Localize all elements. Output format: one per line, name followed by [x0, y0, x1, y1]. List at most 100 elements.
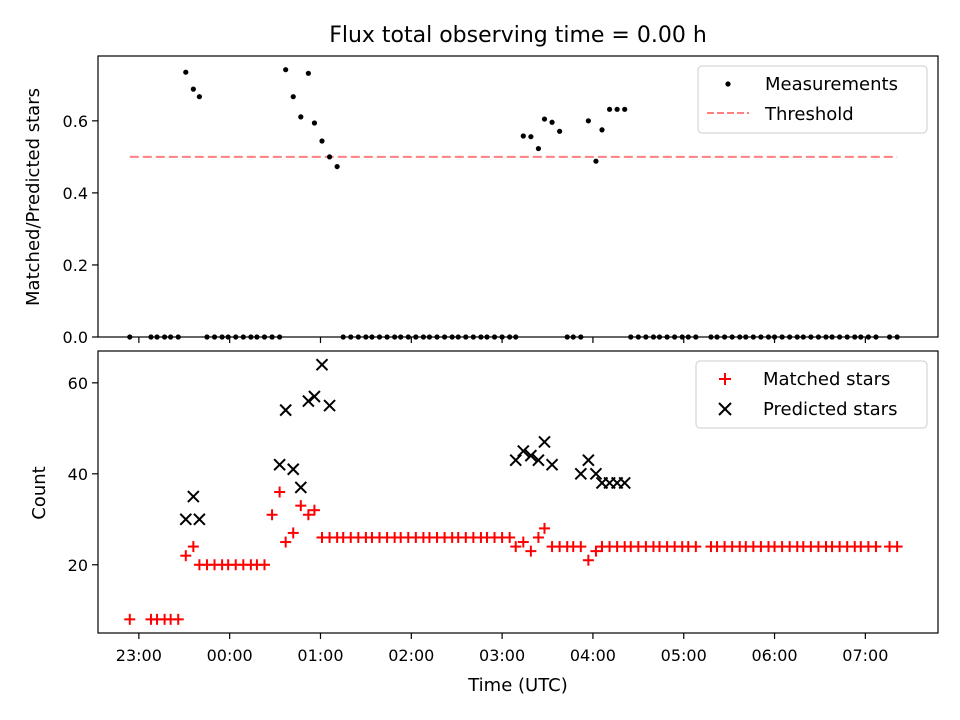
predicted-star-point [273, 458, 286, 471]
matched-star-point [124, 613, 136, 625]
measurement-point [541, 116, 548, 122]
legend-predicted-label: Predicted stars [763, 399, 897, 420]
legend-measurements-marker [725, 81, 731, 87]
matched-star-point [510, 541, 522, 553]
bottom-ylabel: Count [29, 466, 50, 519]
legend-matched-marker [719, 373, 731, 385]
top-ylabel: Matched/Predicted stars [23, 88, 44, 306]
matched-star-point [308, 504, 320, 516]
predicted-star-point [323, 399, 336, 412]
matched-star-point [302, 509, 314, 521]
matched-star-point [266, 509, 278, 521]
measurement-point [606, 106, 613, 112]
measurement-point [290, 94, 296, 100]
predicted-star-point [538, 435, 551, 449]
predicted-star-point [582, 453, 595, 467]
bottom-xtick-label: 07:00 [842, 646, 888, 665]
measurement-point [190, 86, 196, 92]
measurement-point [196, 94, 203, 100]
matched-star-point [274, 486, 286, 498]
top-ytick-label: 0.0 [63, 328, 88, 347]
bottom-ytick-label: 40 [68, 465, 88, 484]
legend-threshold-label: Threshold [764, 104, 854, 125]
bottom-panel: 20 40 60 23:00 00:00 01:00 02:00 03:00 04:00 05:… [29, 350, 939, 696]
top-legend-box [697, 65, 928, 134]
predicted-star-point [308, 390, 321, 403]
predicted-star-point [193, 513, 206, 526]
matched-star-point [690, 541, 702, 553]
bottom-ytick-label: 60 [68, 374, 88, 393]
measurement-point [319, 138, 325, 144]
matched-star-point [180, 550, 192, 562]
bottom-xtick-label: 06:00 [751, 646, 797, 665]
matched-star-point [870, 541, 882, 553]
measurement-point [183, 69, 189, 75]
measurement-point [535, 145, 542, 152]
bottom-xtick-label: 03:00 [479, 646, 525, 665]
bottom-legend: Matched stars Predicted stars [695, 360, 928, 429]
matched-star-point [538, 522, 550, 534]
bottom-xtick-label: 01:00 [297, 646, 343, 665]
top-axes-frame [97, 55, 939, 338]
figure-title: Flux total observing time = 0.00 h [329, 23, 707, 48]
x-axis-label: Time (UTC) [467, 675, 568, 696]
bottom-xtick-label: 04:00 [570, 646, 616, 665]
measurement-point [557, 128, 563, 134]
matched-star-point [525, 545, 537, 557]
matched-star-point [517, 536, 529, 548]
matched-star-point [187, 541, 199, 553]
top-panel: 0.0 0.2 0.4 0.6 Matched/Predicted stars Mea… [23, 55, 939, 347]
matched-star-point [532, 531, 544, 543]
predicted-star-point [574, 467, 588, 481]
predicted-star-point [618, 476, 631, 490]
measurement-point [528, 134, 534, 140]
measurement-point [593, 158, 599, 164]
bottom-axes-frame [97, 350, 939, 634]
predicted-star-point [287, 463, 300, 476]
bottom-xtick-label: 02:00 [388, 646, 434, 665]
predicted-star-point [589, 467, 603, 481]
measurement-point [283, 67, 289, 73]
measurement-point [622, 106, 628, 112]
measurement-point [326, 154, 333, 160]
legend-predicted-marker [718, 402, 732, 416]
top-legend: Measurements Threshold [697, 65, 928, 134]
predicted-star-point [315, 358, 329, 371]
matched-star-point [891, 541, 903, 553]
legend-matched-label: Matched stars [763, 369, 890, 390]
bottom-ytick-label: 20 [68, 556, 88, 575]
predicted-star-point [294, 481, 308, 494]
predicted-star-point [524, 449, 538, 462]
measurement-point [585, 118, 591, 124]
top-ytick-label: 0.4 [63, 184, 88, 203]
legend-measurements-label: Measurements [765, 74, 898, 95]
matched-star-point [258, 559, 270, 571]
bottom-xtick-label: 05:00 [661, 646, 707, 665]
matched-star-point [287, 527, 299, 539]
measurement-point [311, 120, 318, 126]
matched-star-point [590, 545, 602, 557]
measurement-point [334, 163, 340, 170]
measurement-point [614, 106, 620, 112]
top-ytick-label: 0.2 [63, 256, 88, 275]
predicted-star-point [279, 403, 292, 417]
predicted-star-point [187, 490, 200, 503]
matched-star-point [504, 531, 516, 543]
matched-star-point [172, 613, 184, 625]
bottom-xtick-label: 23:00 [116, 646, 162, 665]
top-ytick-label: 0.6 [63, 112, 88, 131]
matched-star-point [295, 500, 307, 512]
predicted-star-point [179, 513, 192, 526]
predicted-star-point [509, 453, 522, 467]
bottom-legend-box [695, 360, 928, 429]
matched-star-point [575, 541, 587, 553]
predicted-star-point [532, 453, 545, 467]
measurement-point [298, 114, 304, 120]
measurement-point [520, 133, 526, 139]
predicted-star-point [302, 394, 315, 408]
measurement-point [549, 119, 555, 125]
matched-star-point [582, 554, 594, 566]
matched-star-point [280, 536, 292, 548]
predicted-star-point [545, 458, 559, 471]
